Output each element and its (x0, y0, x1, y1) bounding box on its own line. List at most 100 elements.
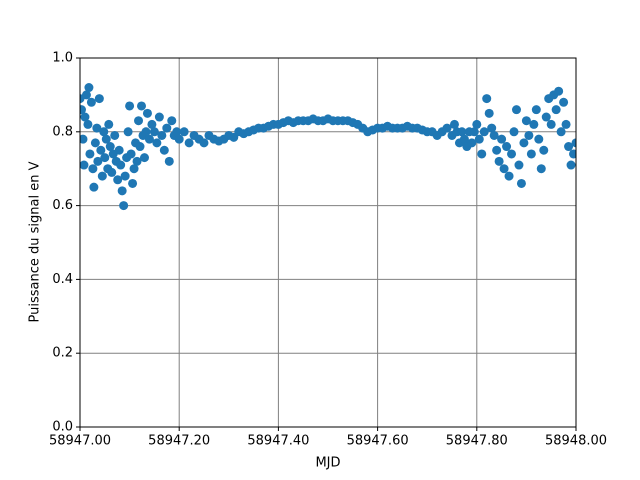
point (507, 149, 517, 159)
y-tick-label: 0.0 (52, 420, 73, 435)
point (531, 105, 541, 115)
point (86, 97, 96, 107)
axes-frame (79, 57, 577, 428)
point (137, 101, 147, 111)
point (107, 167, 117, 177)
point (536, 164, 546, 174)
point (83, 119, 93, 129)
point (80, 134, 88, 144)
point (113, 175, 123, 185)
point (96, 145, 106, 155)
point (571, 138, 576, 148)
point (92, 123, 102, 133)
point (88, 164, 98, 174)
point (152, 138, 162, 148)
point (134, 116, 144, 126)
point (132, 156, 142, 166)
point (474, 134, 484, 144)
point (97, 171, 107, 181)
point (489, 130, 499, 140)
point (514, 160, 524, 170)
point (487, 123, 497, 133)
point (564, 142, 574, 152)
point (467, 138, 477, 148)
point (179, 127, 189, 137)
point (541, 112, 551, 122)
point (516, 178, 526, 188)
point (117, 186, 127, 196)
point (120, 171, 130, 181)
point (559, 97, 569, 107)
point (105, 142, 115, 152)
point (101, 134, 111, 144)
point (157, 130, 167, 140)
point (128, 178, 138, 188)
point (81, 90, 91, 100)
point (162, 123, 172, 133)
point (125, 101, 135, 111)
point (534, 134, 544, 144)
point (90, 138, 100, 148)
point (80, 112, 90, 122)
point (492, 145, 502, 155)
point (141, 127, 151, 137)
point (93, 156, 103, 166)
point (566, 160, 576, 170)
point (554, 86, 564, 96)
point (442, 123, 452, 133)
y-tick-label: 1.0 (52, 51, 73, 66)
x-tick-label: 58947.60 (347, 434, 409, 449)
point (89, 182, 99, 192)
point (484, 108, 494, 118)
point (94, 94, 104, 104)
point (499, 164, 509, 174)
point (526, 149, 536, 159)
point (174, 134, 184, 144)
point (123, 127, 133, 137)
point (546, 119, 556, 129)
point (126, 149, 136, 159)
x-tick-label: 58948.00 (545, 434, 607, 449)
point (119, 201, 129, 211)
point (114, 145, 124, 155)
point (524, 130, 534, 140)
point (529, 119, 539, 129)
point (457, 127, 467, 137)
point (519, 138, 529, 148)
point (149, 127, 159, 137)
point (472, 119, 482, 129)
point (172, 127, 182, 137)
point (477, 149, 487, 159)
point (504, 171, 514, 181)
point (184, 138, 194, 148)
point (551, 105, 561, 115)
point (479, 127, 489, 137)
point (84, 83, 94, 93)
point (104, 119, 114, 129)
point (154, 112, 164, 122)
point (569, 149, 576, 159)
point (135, 142, 145, 152)
y-tick-label: 0.4 (52, 272, 73, 287)
point (469, 127, 479, 137)
point (199, 138, 209, 148)
point (139, 153, 149, 163)
point (129, 164, 139, 174)
point (459, 134, 469, 144)
x-axis-label: MJD (315, 456, 340, 471)
points (80, 83, 576, 211)
x-tick-label: 58947.20 (148, 434, 210, 449)
point (502, 142, 512, 152)
y-tick-label: 0.8 (52, 124, 73, 139)
point (159, 145, 169, 155)
point (494, 156, 504, 166)
y-axis-label: Puissance du signal en V (28, 161, 43, 322)
point (110, 130, 120, 140)
point (99, 127, 109, 137)
point (561, 119, 571, 129)
point (80, 105, 86, 115)
point (482, 94, 492, 104)
point (449, 119, 459, 129)
